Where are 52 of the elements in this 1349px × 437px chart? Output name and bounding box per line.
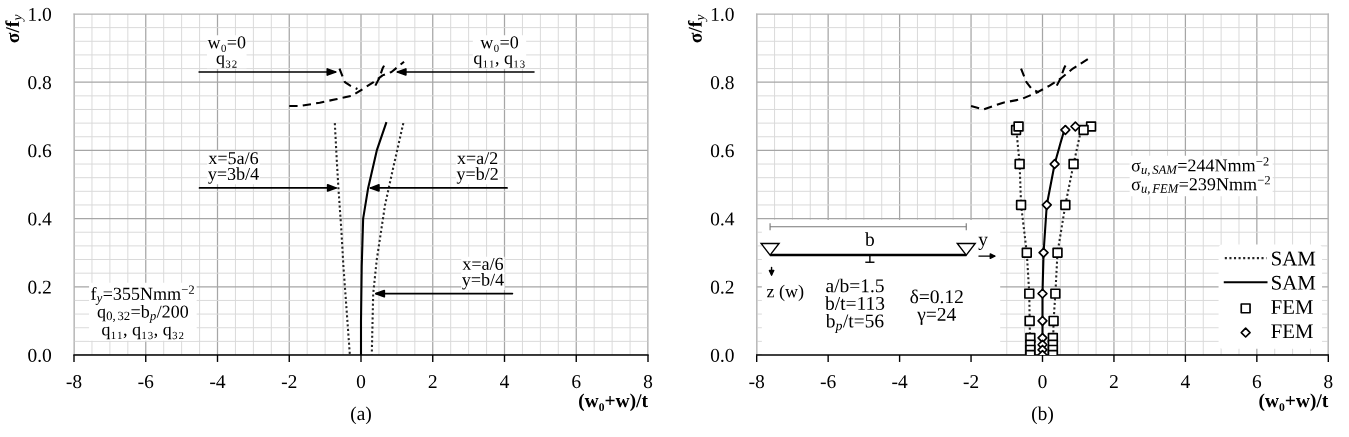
y-axis-title: σ/f$_{y}$ bbox=[687, 14, 708, 43]
annotation: δ=0.12 γ=24 bbox=[910, 289, 963, 325]
annotation: z (w) bbox=[766, 284, 804, 302]
x-tick-label: 4 bbox=[1180, 375, 1190, 388]
y-tick-label: 0.6 bbox=[710, 144, 734, 158]
y-tick-label: 0.8 bbox=[710, 76, 734, 90]
annotation: x=5a/6 y=3b/4 bbox=[208, 152, 259, 184]
x-tick-label: -8 bbox=[749, 375, 765, 389]
annotation: a/b=1.5 b/t=113 b$_{p}$/t=56 bbox=[825, 278, 885, 333]
y-tick-label: 0.0 bbox=[710, 348, 734, 363]
y-tick-label: 0.0 bbox=[28, 348, 52, 363]
x-tick-label: 2 bbox=[1109, 375, 1118, 388]
legend-label: FEM bbox=[1271, 300, 1313, 314]
text: f$_{y}$=355Nmm$^{−2}$ q$_{0,32}$=b$_{p}$/200 q₁₁, q₁₃, q₃₂ bbox=[91, 285, 194, 340]
text: (b) bbox=[1032, 406, 1053, 425]
x-tick-label: 6 bbox=[572, 375, 581, 389]
annotation: x=a/6 y=b/4 bbox=[462, 257, 504, 290]
x-tick-label: 8 bbox=[1324, 375, 1333, 389]
annotation: w₀=0 q₃₂ bbox=[207, 36, 246, 68]
legend-label: SAM bbox=[1272, 251, 1316, 266]
annotation: b bbox=[865, 232, 874, 246]
x-tick-label: -6 bbox=[138, 375, 154, 389]
x-tick-label: 4 bbox=[500, 375, 510, 388]
x-tick-label: 0 bbox=[1038, 375, 1047, 389]
y-tick-label: 1.0 bbox=[29, 7, 52, 22]
x-axis-title: (w₀+w)/t bbox=[1259, 393, 1329, 412]
x-tick-label: -2 bbox=[963, 375, 979, 388]
x-tick-label: -4 bbox=[210, 375, 226, 388]
x-tick-label: 6 bbox=[1252, 375, 1262, 389]
text: σ$_{u,SAM}$=244Nmm$^{−2}$ σ$_{u,FEM}$=239Nmm$^{−2}$ bbox=[1131, 157, 1270, 195]
x-tick-label: -4 bbox=[892, 375, 908, 388]
x-tick-label: -8 bbox=[66, 375, 82, 389]
y-tick-label: 0.2 bbox=[710, 280, 734, 294]
y-tick-label: 1.0 bbox=[711, 7, 734, 22]
annotation: y bbox=[978, 236, 988, 250]
legend-label: FEM bbox=[1271, 324, 1313, 339]
y-axis-title: σ/f$_{y}$ bbox=[5, 14, 25, 43]
x-tick-label: 0 bbox=[356, 375, 366, 389]
y-tick-label: 0.4 bbox=[28, 212, 52, 226]
x-tick-label: -6 bbox=[820, 375, 836, 389]
annotation: w₀=0 q₁₁, q₁₃ bbox=[474, 36, 525, 68]
text: (a) bbox=[351, 406, 371, 425]
x-tick-label: 8 bbox=[643, 375, 653, 389]
x-tick-label: 2 bbox=[428, 375, 437, 388]
y-tick-label: 0.2 bbox=[28, 280, 51, 294]
x-tick-label: -2 bbox=[281, 375, 297, 388]
y-tick-label: 0.6 bbox=[28, 144, 52, 158]
y-tick-label: 0.8 bbox=[28, 76, 52, 90]
y-tick-label: 0.4 bbox=[710, 212, 735, 226]
x-axis-title: (w₀+w)/t bbox=[579, 393, 648, 412]
annotation: x=a/2 y=b/2 bbox=[456, 152, 498, 184]
legend-label: SAM bbox=[1272, 275, 1316, 290]
